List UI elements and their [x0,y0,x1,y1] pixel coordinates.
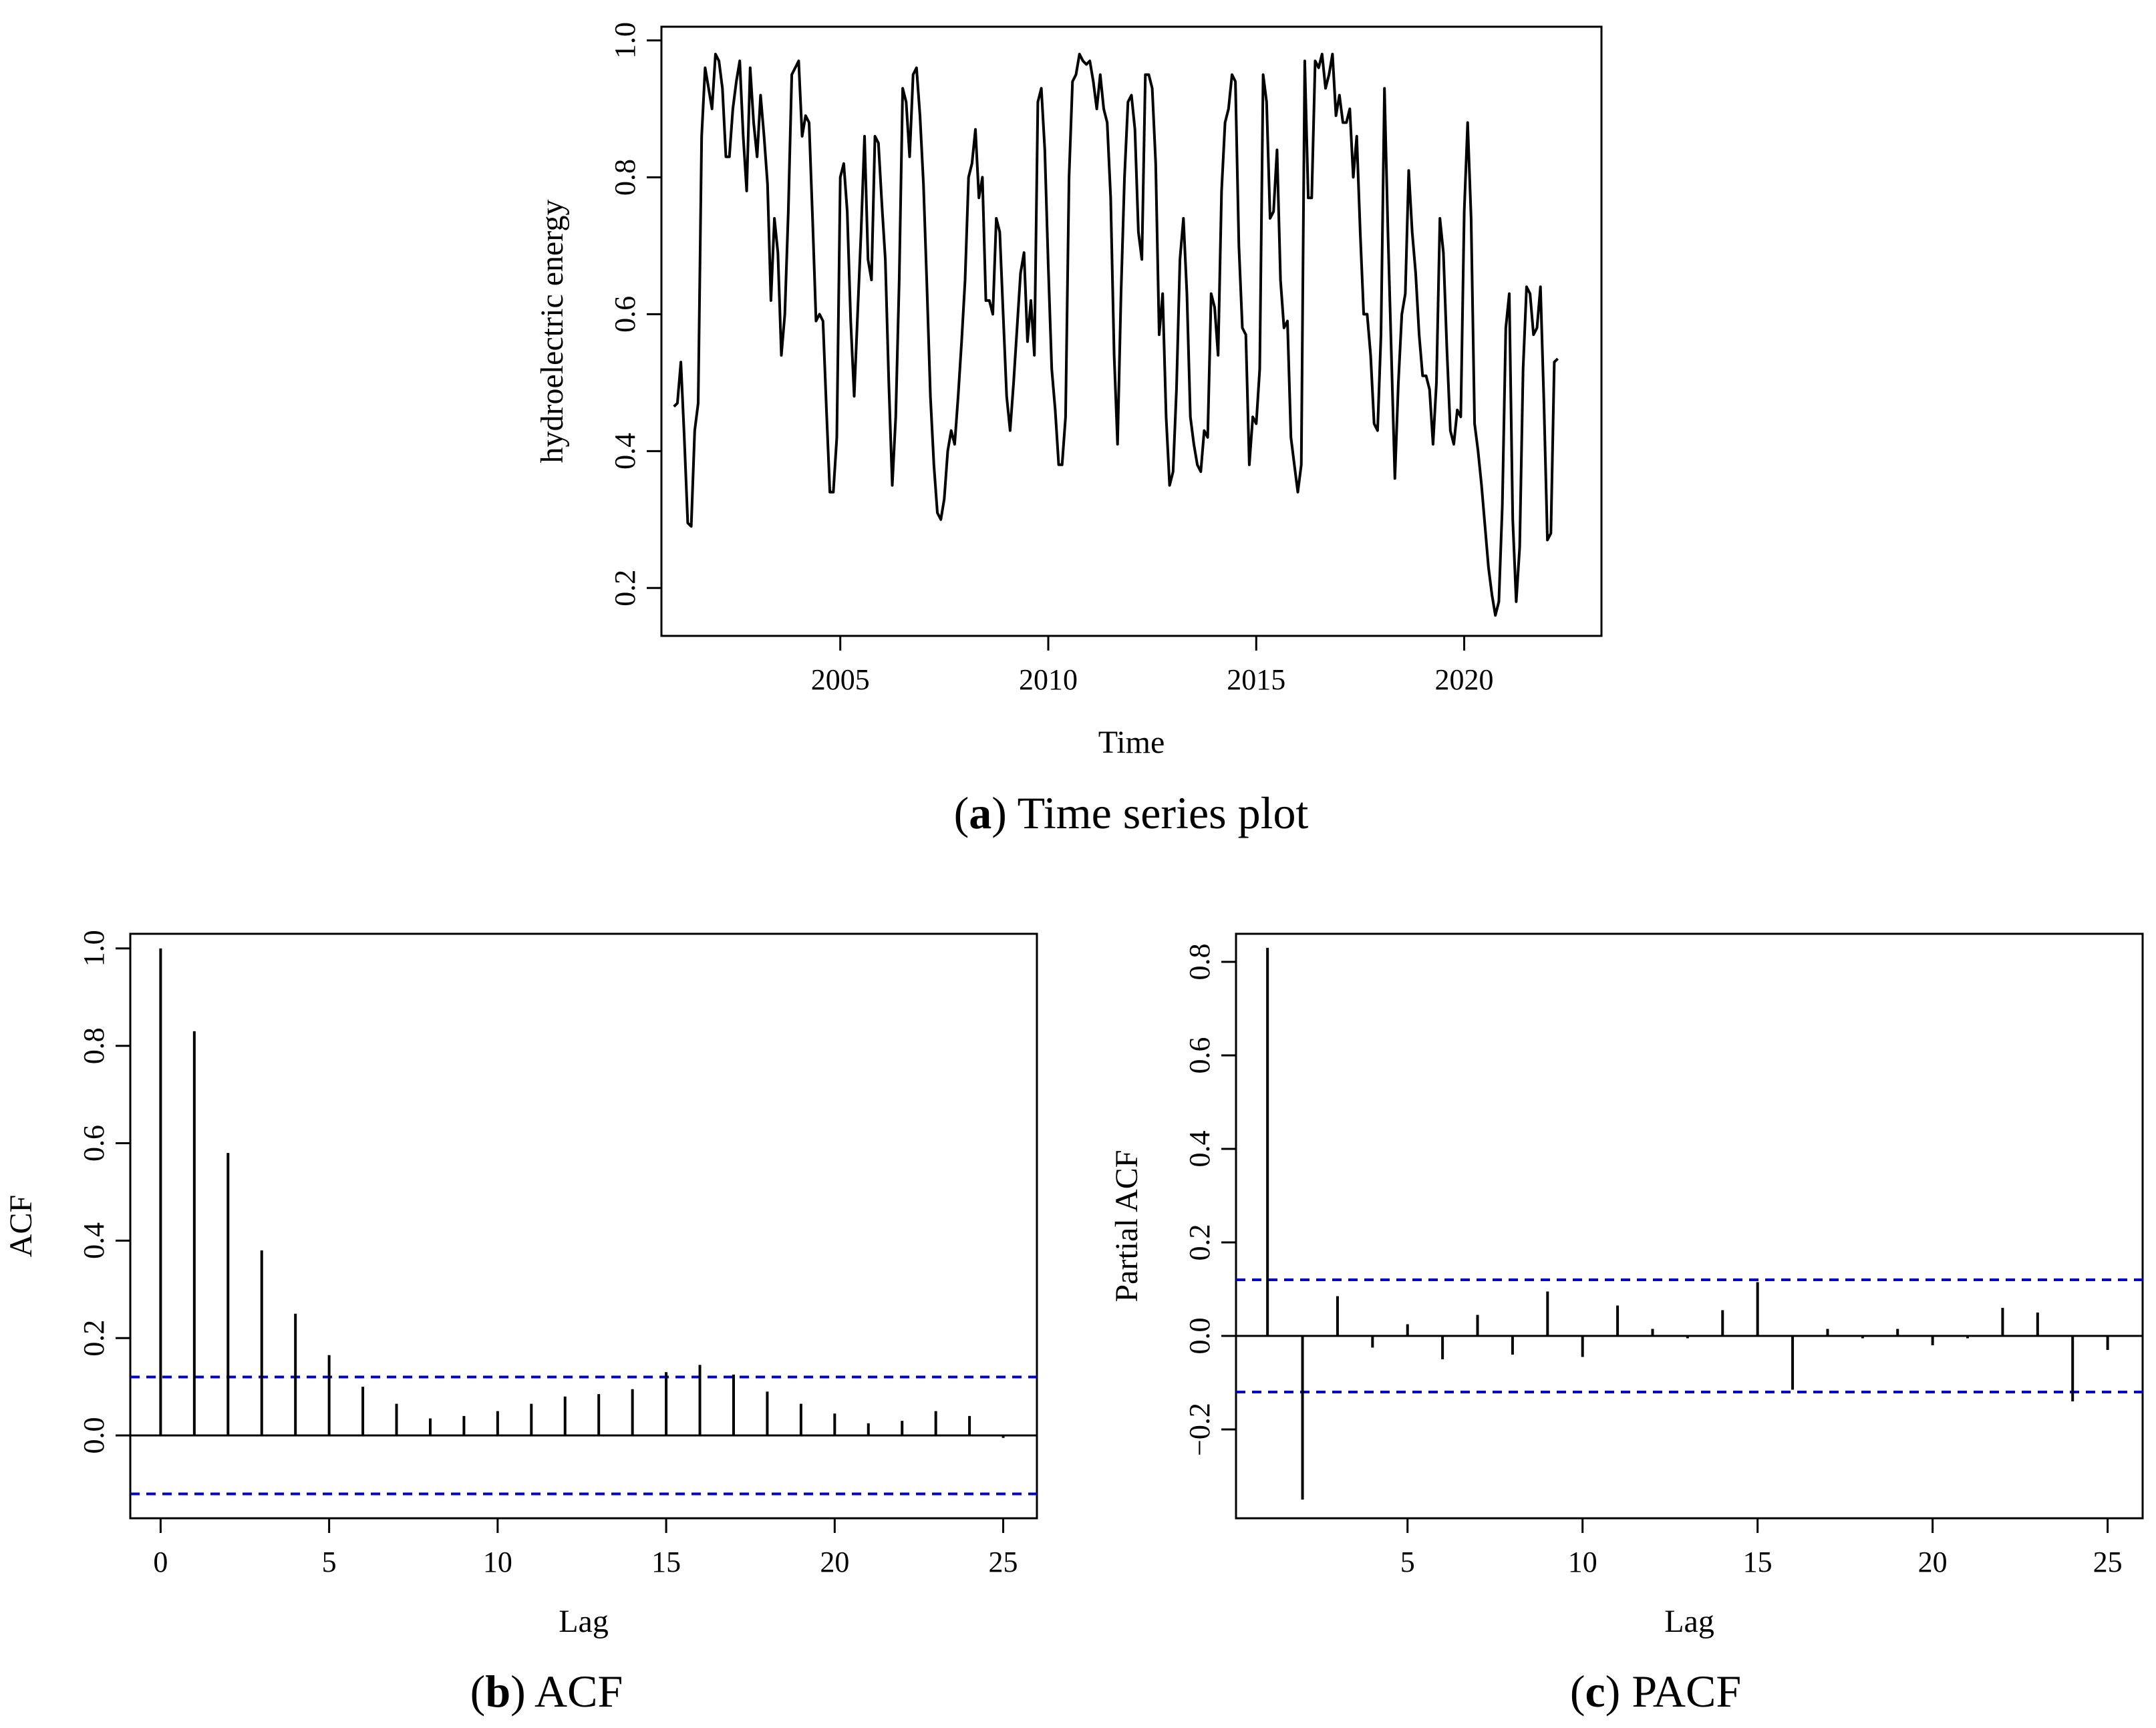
y-tick-label: 0.6 [609,296,641,333]
y-tick-label: 0.2 [78,1320,110,1357]
y-tick-label: 0.4 [609,433,641,470]
x-tick-label: 10 [483,1546,512,1578]
y-tick-label: 0.4 [1183,1131,1216,1168]
x-tick-label: 5 [1400,1546,1415,1578]
x-tick-label: 0 [153,1546,168,1578]
y-tick-label: 0.8 [78,1027,110,1064]
x-axis-label: Lag [559,1604,609,1639]
y-tick-label: 1.0 [78,930,110,967]
y-tick-label: 0.2 [1183,1224,1216,1261]
panel-c-pacf: 5 10 15 20 25 −0.2 0.0 0.2 0.4 0.6 0.8 Lag Partial A… [1109,932,2144,1639]
caption-b-letter: b [485,1666,510,1717]
caption-a-letter: a [969,788,991,838]
x-tick-label: 25 [989,1546,1018,1578]
y-tick-label: 0.0 [78,1417,110,1454]
y-axis-label: hydroelectric energy [534,200,570,464]
caption-c-letter: c [1585,1666,1605,1717]
panel-a-time-series: 2005 2010 2015 2020 0.2 0.4 0.6 0.8 1.0 Time hydro… [534,22,1603,760]
y-tick-label: 0.4 [78,1222,110,1259]
y-tick-label: 0.6 [78,1125,110,1162]
y-tick-label: 0.6 [1183,1037,1216,1074]
x-tick-label: 15 [1743,1546,1773,1578]
x-tick-label: 20 [820,1546,849,1578]
x-tick-label: 2010 [1019,663,1078,696]
caption-c: (c) PACF [1570,1666,1741,1717]
x-axis-label: Lag [1664,1604,1714,1639]
x-tick-label: 2015 [1227,663,1285,696]
x-tick-label: 10 [1568,1546,1597,1578]
series-line-hydroelectric [673,53,1559,617]
caption-b: (b) ACF [470,1666,623,1717]
caption-a-text: Time series plot [1007,788,1309,838]
y-axis-label: Partial ACF [1109,1150,1144,1302]
plot-frame [1235,932,2144,1520]
y-tick-label: −0.2 [1183,1403,1216,1456]
y-tick-label: 1.0 [609,22,641,59]
caption-b-text: ACF [526,1666,623,1717]
y-tick-label: 0.0 [1183,1318,1216,1355]
x-tick-label: 15 [651,1546,681,1578]
caption-c-text: PACF [1620,1666,1741,1717]
x-tick-label: 2005 [811,663,870,696]
x-tick-label: 20 [1918,1546,1948,1578]
y-tick-label: 0.8 [1183,944,1216,981]
caption-a: (a) Time series plot [954,788,1309,838]
panel-b-acf: 0 5 10 15 20 25 0.0 0.2 0.4 0.6 0.8 1.0 Lag ACF [3,930,1038,1639]
y-tick-label: 0.2 [609,570,641,607]
y-axis-label: ACF [3,1195,39,1257]
y-tick-label: 0.8 [609,159,641,196]
x-axis-label: Time [1098,725,1165,760]
x-tick-label: 25 [2093,1546,2123,1578]
x-tick-label: 2020 [1435,663,1494,696]
x-tick-label: 5 [322,1546,337,1578]
